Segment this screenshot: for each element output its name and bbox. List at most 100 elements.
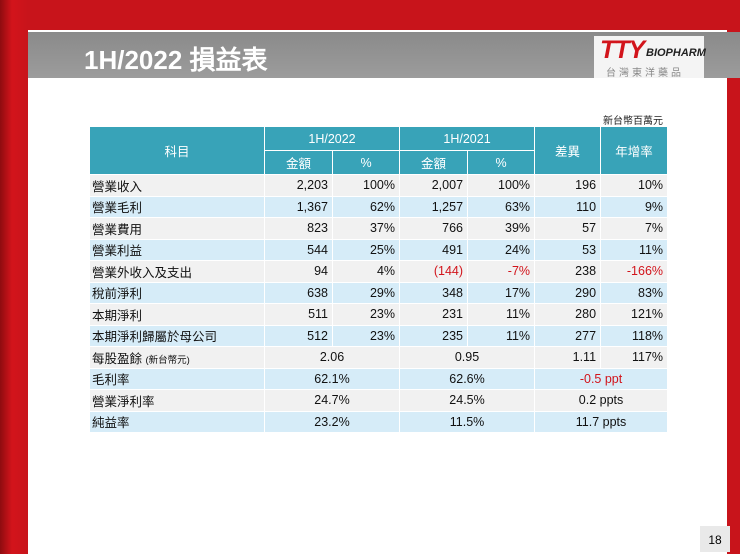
table-row: 每股盈餘 (新台幣元) 2.06 0.95 1.11 117% — [89, 346, 669, 369]
table-cell: 11% — [600, 238, 669, 261]
table-cell: 2,007 — [399, 174, 469, 197]
table-cell: 11.5% — [399, 410, 536, 433]
table-cell: 94 — [264, 260, 333, 283]
table-cell: 24.7% — [263, 389, 401, 412]
table-cell: 512 — [264, 324, 333, 347]
table-cell: 29% — [331, 281, 401, 304]
slide-title: 1H/2022 損益表 — [84, 45, 268, 75]
page-number: 18 — [700, 526, 730, 552]
table-cell: 17% — [467, 281, 536, 304]
row-label-text: 每股盈餘 — [92, 351, 143, 366]
row-label-note: (新台幣元) — [145, 354, 190, 366]
table-cell: 118% — [600, 324, 669, 347]
table-cell: 196 — [534, 174, 602, 197]
table-cell: 11% — [467, 324, 536, 347]
table-cell: 121% — [600, 303, 669, 326]
row-label: 本期淨利 — [89, 303, 265, 326]
table-cell: 62.6% — [399, 367, 536, 390]
table-cell: 25% — [331, 238, 401, 261]
table-cell: 0.95 — [399, 346, 536, 369]
table-row: 營業外收入及支出 94 4% (144) -7% 238 -166% — [89, 260, 669, 283]
table-row: 營業費用 823 37% 766 39% 57 7% — [89, 217, 669, 240]
table-cell: 638 — [264, 281, 333, 304]
table-cell: 24.5% — [399, 389, 536, 412]
row-label-text: 營業費用 — [92, 222, 143, 237]
table-cell: 9% — [600, 195, 669, 218]
table-cell: 544 — [264, 238, 333, 261]
table-cell: 110 — [534, 195, 602, 218]
row-label: 營業淨利率 — [89, 389, 265, 412]
table-cell: 24% — [467, 238, 536, 261]
table-cell: 766 — [399, 217, 469, 240]
table-row: 營業淨利率 24.7% 24.5% 0.2 ppts — [89, 389, 669, 412]
table-row: 營業利益 544 25% 491 24% 53 11% — [89, 238, 669, 261]
table-cell: 39% — [467, 217, 536, 240]
table-cell: 1,367 — [264, 195, 333, 218]
logo-company: 台灣東洋藥品 — [606, 68, 684, 79]
row-label: 營業外收入及支出 — [89, 260, 265, 283]
table-cell: 100% — [467, 174, 536, 197]
row-label-text: 營業收入 — [92, 179, 143, 194]
row-label: 每股盈餘 (新台幣元) — [89, 346, 265, 369]
table-cell: 235 — [399, 324, 469, 347]
table-row: 本期淨利歸屬於母公司 512 23% 235 11% 277 118% — [89, 324, 669, 347]
row-label-text: 本期淨利 — [92, 308, 143, 323]
table-cell: (144) — [399, 260, 469, 283]
header-cell: 1H/2022 — [263, 126, 401, 151]
logo: TTY BIOPHARM 台灣東洋藥品 — [594, 36, 706, 79]
row-label: 毛利率 — [89, 367, 265, 390]
row-label: 營業收入 — [89, 174, 265, 197]
table-cell: 57 — [534, 217, 602, 240]
table-cell: 7% — [600, 217, 669, 240]
table-cell: 53 — [534, 238, 602, 261]
logo-brand: BIOPHARM — [646, 47, 706, 59]
table-cell: 1.11 — [534, 346, 602, 369]
table-cell: 348 — [399, 281, 469, 304]
table-cell: 23.2% — [263, 410, 401, 433]
table-cell: 63% — [467, 195, 536, 218]
table-cell: -0.5 ppt — [534, 367, 669, 390]
row-label-text: 稅前淨利 — [92, 287, 143, 302]
unit-note: 新台幣百萬元 — [603, 116, 663, 127]
table-cell: 238 — [534, 260, 602, 283]
table-cell: 0.2 ppts — [534, 389, 669, 412]
table-cell: 117% — [600, 346, 669, 369]
row-label: 營業毛利 — [89, 195, 265, 218]
row-label: 營業費用 — [89, 217, 265, 240]
table-cell: 37% — [331, 217, 401, 240]
table-cell: 11% — [467, 303, 536, 326]
header-cell: 1H/2021 — [399, 126, 536, 151]
header-cell: % — [467, 150, 536, 175]
income-table: 科目 1H/2022 1H/2021 差異 年增率 金額 % 金額 % 營業收入… — [89, 126, 669, 433]
header-cell: 金額 — [264, 150, 333, 175]
row-label: 營業利益 — [89, 238, 265, 261]
row-label-text: 毛利率 — [92, 373, 130, 388]
header-cell: 年增率 — [600, 126, 669, 175]
table-cell: -7% — [467, 260, 536, 283]
row-label-text: 純益率 — [92, 416, 130, 431]
table-cell: 23% — [331, 324, 401, 347]
table-cell: 100% — [331, 174, 401, 197]
row-label: 稅前淨利 — [89, 281, 265, 304]
row-label: 本期淨利歸屬於母公司 — [89, 324, 265, 347]
table-cell: 62.1% — [263, 367, 401, 390]
row-label-text: 營業利益 — [92, 244, 143, 259]
table-row: 營業收入 2,203 100% 2,007 100% 196 10% — [89, 174, 669, 197]
table-cell: 290 — [534, 281, 602, 304]
row-label-text: 營業外收入及支出 — [92, 265, 193, 280]
table-cell: 1,257 — [399, 195, 469, 218]
table-cell: 62% — [331, 195, 401, 218]
table-cell: 2,203 — [264, 174, 333, 197]
row-label-text: 營業淨利率 — [92, 394, 155, 409]
logo-mark: TTY — [600, 36, 645, 64]
table-cell: 277 — [534, 324, 602, 347]
table-cell: 10% — [600, 174, 669, 197]
table-cell: 280 — [534, 303, 602, 326]
table-row: 稅前淨利 638 29% 348 17% 290 83% — [89, 281, 669, 304]
table-cell: 823 — [264, 217, 333, 240]
table-row: 毛利率 62.1% 62.6% -0.5 ppt — [89, 367, 669, 390]
table-row: 純益率 23.2% 11.5% 11.7 ppts — [89, 410, 669, 433]
header-cell: 金額 — [399, 150, 469, 175]
table-cell: 83% — [600, 281, 669, 304]
table-cell: 231 — [399, 303, 469, 326]
